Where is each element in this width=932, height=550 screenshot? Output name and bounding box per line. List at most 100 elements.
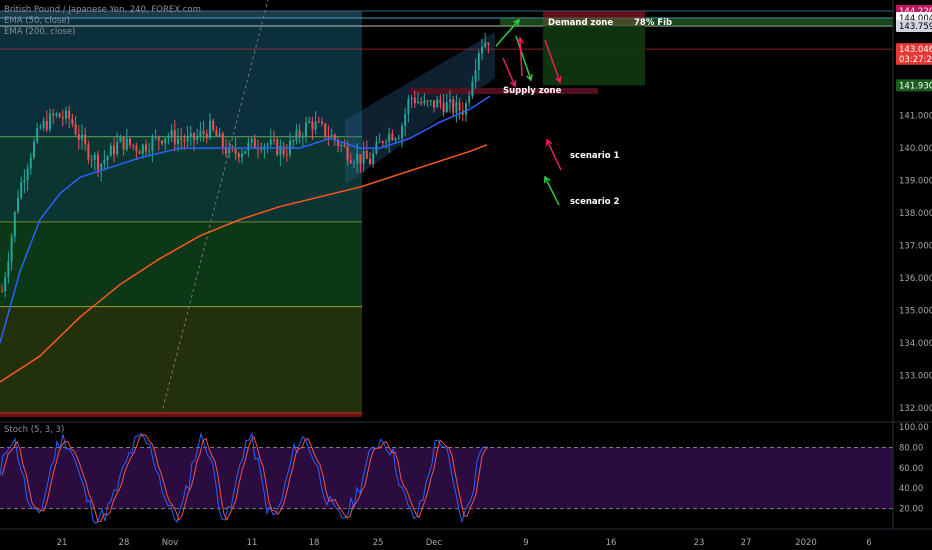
- candle-body: [327, 136, 330, 138]
- grid: [162, 0, 269, 409]
- candle-body: [346, 146, 349, 161]
- candle-body: [353, 162, 355, 164]
- candle-body: [205, 133, 208, 138]
- candle-body: [429, 100, 432, 102]
- candle-body: [481, 47, 483, 54]
- candle-body: [145, 144, 147, 152]
- price-label-box: [896, 43, 932, 56]
- candle-body: [173, 130, 176, 144]
- candle-body: [13, 211, 16, 237]
- arrow-down-pink-2-head: [555, 75, 562, 84]
- stoch-tick-label: 20.00: [899, 505, 923, 515]
- candle-body: [116, 142, 119, 155]
- candle-body: [247, 142, 250, 151]
- candle-body: [426, 100, 429, 102]
- candle-body: [250, 138, 253, 143]
- arrow-up-green-head: [513, 18, 521, 27]
- candle-body: [321, 121, 323, 124]
- x-tick-label: 28: [119, 538, 130, 548]
- candle-body: [260, 148, 263, 150]
- supply-zone-box: [410, 88, 598, 94]
- y-tick-label: 134.000: [899, 339, 932, 349]
- stoch-tick-label: 40.00: [899, 484, 923, 494]
- arrow-up-pink-head: [516, 36, 524, 44]
- candle-body: [221, 133, 224, 148]
- candle-body: [317, 121, 320, 123]
- candle-body: [266, 144, 269, 146]
- candle-body: [81, 134, 83, 140]
- candle-body: [381, 141, 384, 144]
- candle-body: [141, 144, 144, 154]
- candle-body: [42, 121, 45, 128]
- arrow-down-pink-1: [502, 57, 516, 87]
- fib-band-bottom: [0, 412, 362, 417]
- candle-body: [298, 130, 301, 137]
- candle-body: [455, 102, 458, 113]
- arrow-down-green-head: [526, 73, 533, 82]
- x-tick-label: 18: [309, 538, 320, 548]
- x-tick-label: 6: [866, 538, 871, 548]
- candle-body: [452, 99, 455, 113]
- candle-body: [7, 261, 10, 278]
- candle-body: [68, 110, 71, 119]
- price-label-text: 141.930: [899, 81, 932, 91]
- candle-body: [241, 153, 243, 158]
- y-tick-label: 137.000: [899, 242, 932, 252]
- arrow-up-pink: [519, 37, 523, 77]
- candle-body: [362, 150, 365, 164]
- candle-body: [369, 158, 371, 165]
- candle-body: [324, 123, 327, 137]
- ema200-legend[interactable]: EMA (200, close): [4, 27, 76, 37]
- candle-body: [487, 42, 490, 45]
- candle-body: [1, 291, 3, 293]
- candle-body: [442, 102, 445, 113]
- candle-body: [301, 136, 304, 138]
- scenario1-label: scenario 1: [570, 151, 620, 161]
- candle-body: [378, 141, 381, 143]
- candle-body: [74, 124, 77, 135]
- x-tick-label: Nov: [162, 538, 179, 548]
- candle-body: [359, 154, 362, 164]
- candle-body: [423, 100, 426, 104]
- candle-body: [193, 133, 195, 140]
- candle-body: [218, 133, 221, 137]
- candle-body: [125, 138, 128, 150]
- demand-zone-label: Demand zone: [548, 18, 613, 28]
- price-label-text: 144.220: [899, 7, 932, 17]
- candle-body: [23, 180, 26, 183]
- candle-body: [52, 113, 55, 116]
- candle-body: [295, 130, 298, 141]
- candle-body: [151, 137, 154, 152]
- candle-body: [337, 140, 339, 147]
- ema50-legend[interactable]: EMA (50, close): [4, 16, 70, 26]
- candle-body: [199, 130, 202, 137]
- candle-body: [343, 144, 346, 147]
- price-label-box: [896, 19, 932, 32]
- x-tick-label: 11: [247, 538, 258, 548]
- candle-body: [410, 97, 413, 100]
- x-tick-label: Dec: [426, 538, 443, 548]
- candle-body: [417, 101, 419, 104]
- stoch-legend: Stoch (5, 3, 3): [4, 425, 64, 436]
- x-tick-label: 21: [57, 538, 68, 548]
- candle-body: [170, 130, 173, 137]
- candle-body: [33, 141, 35, 158]
- supply-zone-label: Supply zone: [503, 86, 562, 96]
- candle-body: [84, 134, 87, 145]
- price-label-text: 144.004: [899, 14, 932, 24]
- price-label-text: 143.759: [899, 22, 932, 32]
- candle-body: [100, 163, 103, 171]
- arrow-up-green: [495, 19, 520, 47]
- candle-body: [209, 120, 211, 138]
- candle-body: [333, 134, 336, 141]
- y-tick-label: 141.000: [899, 112, 932, 122]
- y-tick-label: 132.000: [899, 404, 932, 414]
- symbol-title[interactable]: British Pound / Japanese Yen, 240, FOREX…: [4, 5, 201, 15]
- candle-body: [45, 121, 48, 130]
- stoch-title[interactable]: Stoch (5, 3, 3): [4, 425, 65, 435]
- candle-body: [93, 154, 96, 160]
- scenario2-arrow-head: [544, 175, 551, 184]
- candle-body: [36, 127, 39, 142]
- demand-zone-band: [500, 18, 893, 26]
